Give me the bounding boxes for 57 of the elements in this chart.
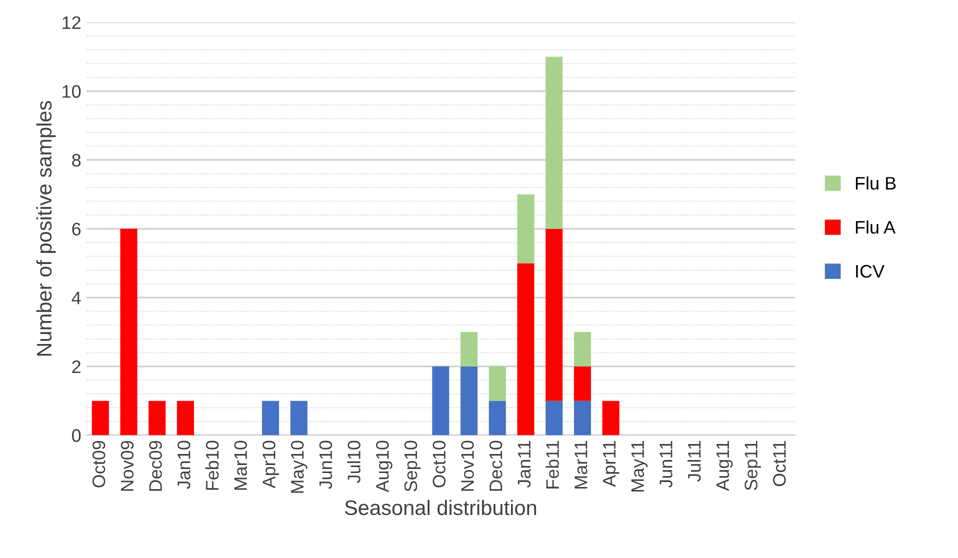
bar (92, 400, 109, 436)
x-tick-label: Oct10 (432, 440, 446, 488)
bar (460, 332, 478, 366)
x-tick-label: Jul10 (347, 440, 360, 483)
legend-label: Flu A (856, 220, 896, 234)
x-tick-label: Sep11 (744, 440, 762, 490)
x-tick-label: Jan11 (518, 440, 531, 488)
y-tick-label: 10 (62, 85, 81, 98)
bar (517, 194, 534, 264)
x-tick-label: Apr10 (262, 440, 279, 488)
x-tick-label: Dec10 (489, 440, 502, 491)
x-tick-label: Aug11 (716, 440, 733, 491)
y-tick-label: 4 (72, 292, 81, 304)
x-tick-label: Jul11 (687, 440, 701, 482)
x-tick-label: Mar10 (234, 440, 248, 490)
x-tick-label: Aug10 (376, 440, 392, 492)
bar (546, 56, 563, 229)
y-tick-label: 2 (72, 360, 80, 373)
bar (290, 400, 308, 436)
bar (574, 400, 591, 436)
x-tick-label: Jun10 (319, 440, 332, 490)
y-tick-label: 8 (72, 154, 81, 167)
bar (262, 400, 280, 436)
legend-label: ICV (856, 264, 884, 278)
y-axis-title: Number of positive samples (36, 101, 56, 356)
bar (148, 400, 166, 436)
x-tick-label: Nov10 (461, 440, 474, 491)
x-tick-label: Sep10 (404, 440, 421, 492)
x-tick-label: May11 (631, 440, 648, 492)
x-tick-label: Dec09 (149, 440, 162, 491)
x-tick-label: May10 (290, 440, 308, 493)
y-tick-label: 0 (72, 429, 81, 442)
bar (488, 366, 506, 401)
bar (574, 332, 591, 366)
bar (432, 366, 450, 436)
x-tick-label: Oct11 (773, 440, 786, 486)
bar (574, 366, 591, 401)
x-tick-label: Jan10 (178, 440, 190, 490)
x-tick-label: Apr11 (603, 440, 620, 487)
bar (602, 400, 620, 436)
bar (517, 263, 534, 436)
x-tick-label: Nov09 (120, 440, 134, 491)
bar (460, 366, 478, 436)
bar (120, 228, 138, 436)
y-tick-label: 6 (72, 222, 81, 236)
legend-label: Flu B (856, 176, 896, 190)
x-tick-label: Feb11 (546, 440, 559, 488)
x-tick-label: Mar11 (574, 440, 588, 488)
bar (546, 400, 563, 436)
bar (546, 228, 563, 401)
x-tick-label: Feb10 (205, 440, 219, 490)
bar (488, 400, 506, 436)
y-tick-label: 12 (62, 16, 80, 29)
x-tick-label: Jun11 (660, 440, 672, 488)
x-axis-title: Seasonal distribution (344, 500, 536, 516)
bar (176, 400, 194, 436)
x-tick-label: Oct09 (92, 440, 106, 488)
